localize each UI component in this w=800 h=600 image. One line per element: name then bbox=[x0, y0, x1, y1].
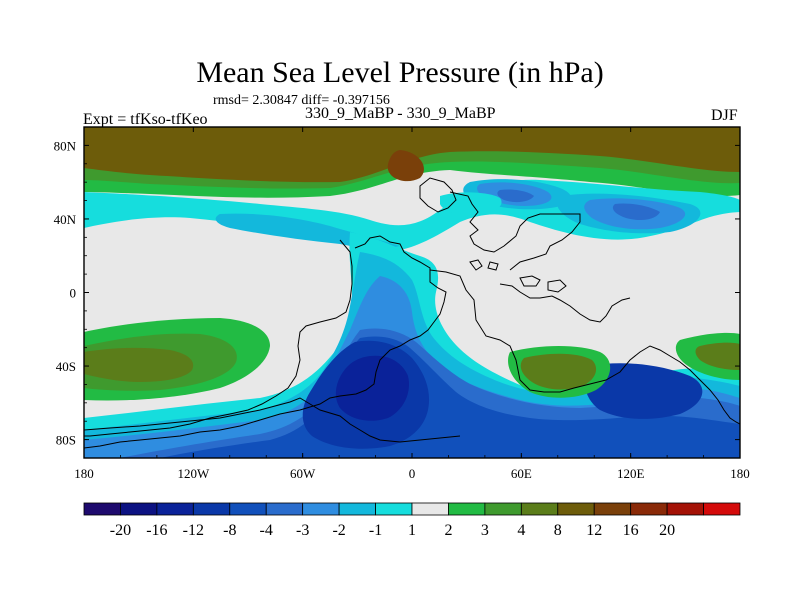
colorbar-swatch bbox=[375, 502, 413, 516]
field-atlantic-navy bbox=[160, 336, 740, 458]
y-tick-label: 40S bbox=[56, 359, 76, 374]
colorbar-swatch bbox=[557, 502, 595, 516]
x-tick-label: 60W bbox=[290, 466, 316, 481]
colorbar-label: -3 bbox=[296, 522, 309, 539]
colorbar-swatch bbox=[484, 502, 522, 516]
runs-label: 330_9_MaBP - 330_9_MaBP bbox=[305, 105, 496, 122]
y-tick-label: 80N bbox=[54, 138, 77, 153]
colorbar-swatch bbox=[630, 502, 668, 516]
coastline-islands bbox=[469, 259, 567, 293]
chart-title: Mean Sea Level Pressure (in hPa) bbox=[196, 56, 604, 89]
colorbar: -20 -16 -12 -8 -4 -3 -2 -1 1 2 3 4 8 12 16 20 bbox=[83, 502, 741, 539]
colorbar-label: 2 bbox=[444, 522, 452, 539]
field-north-blue bbox=[215, 179, 701, 249]
x-tick-label: 180 bbox=[730, 466, 750, 481]
coastlines bbox=[84, 177, 740, 449]
colorbar-label: 16 bbox=[623, 522, 639, 539]
colorbar-swatch bbox=[703, 502, 741, 516]
colorbar-swatch bbox=[229, 502, 267, 516]
colorbar-swatch bbox=[120, 502, 158, 516]
colorbar-label: 8 bbox=[554, 522, 562, 539]
colorbar-label: 4 bbox=[517, 522, 525, 539]
colorbar-label: 20 bbox=[659, 522, 675, 539]
map-field bbox=[84, 127, 740, 458]
coastline-americas bbox=[84, 235, 447, 449]
colorbar-label: -20 bbox=[110, 522, 131, 539]
x-tick-label: 120W bbox=[177, 466, 210, 481]
colorbar-swatch bbox=[666, 502, 704, 516]
coastline-africa bbox=[429, 269, 740, 425]
colorbar-swatch bbox=[448, 502, 486, 516]
field-north-deepblue bbox=[497, 189, 660, 220]
colorbar-swatch bbox=[156, 502, 194, 516]
colorbar-label: -2 bbox=[332, 522, 345, 539]
colorbar-swatch bbox=[83, 502, 121, 516]
x-tick-label: 180 bbox=[74, 466, 94, 481]
colorbar-label: -16 bbox=[146, 522, 167, 539]
colorbar-label: -1 bbox=[369, 522, 382, 539]
colorbar-swatch bbox=[593, 502, 632, 516]
colorbar-swatch bbox=[520, 502, 559, 516]
colorbar-swatch bbox=[338, 502, 376, 516]
colorbar-label: 1 bbox=[408, 522, 416, 539]
field-se-olive bbox=[520, 342, 740, 390]
colorbar-swatch bbox=[302, 502, 340, 516]
colorbar-label: -12 bbox=[183, 522, 204, 539]
colorbar-label: 12 bbox=[586, 522, 602, 539]
coastline-eurasia bbox=[449, 191, 581, 271]
x-tick-label: 60E bbox=[511, 466, 532, 481]
colorbar-label: 3 bbox=[481, 522, 489, 539]
field-southern-darkcore bbox=[335, 355, 410, 421]
colorbar-label: -8 bbox=[223, 522, 236, 539]
experiment-label: Expt = tfKso-tfKeo bbox=[83, 111, 208, 128]
colorbar-swatch bbox=[192, 502, 231, 516]
colorbar-label: -4 bbox=[260, 522, 273, 539]
field-north-darkbrown bbox=[387, 150, 424, 182]
field-sw-brown bbox=[84, 347, 194, 382]
y-tick-label: 0 bbox=[70, 286, 77, 301]
coastline-asia-south bbox=[499, 283, 631, 323]
x-tick-label: 120E bbox=[617, 466, 645, 481]
y-tick-label: 80S bbox=[56, 433, 76, 448]
coastline-antarctica bbox=[84, 397, 461, 443]
colorbar-swatch bbox=[265, 502, 304, 516]
x-tick-label: 0 bbox=[409, 466, 416, 481]
y-tick-label: 40N bbox=[54, 212, 77, 227]
colorbar-swatch bbox=[411, 502, 449, 516]
season-label: DJF bbox=[711, 107, 738, 124]
coastline-north-america bbox=[84, 239, 353, 437]
stats-subtitle: rmsd= 2.30847 diff= -0.397156 bbox=[213, 93, 390, 108]
axes: 180 120W 60W 0 60E 120E 180 80N 40N 0 40S 80S bbox=[54, 126, 750, 481]
coastline-greenland bbox=[419, 177, 457, 213]
